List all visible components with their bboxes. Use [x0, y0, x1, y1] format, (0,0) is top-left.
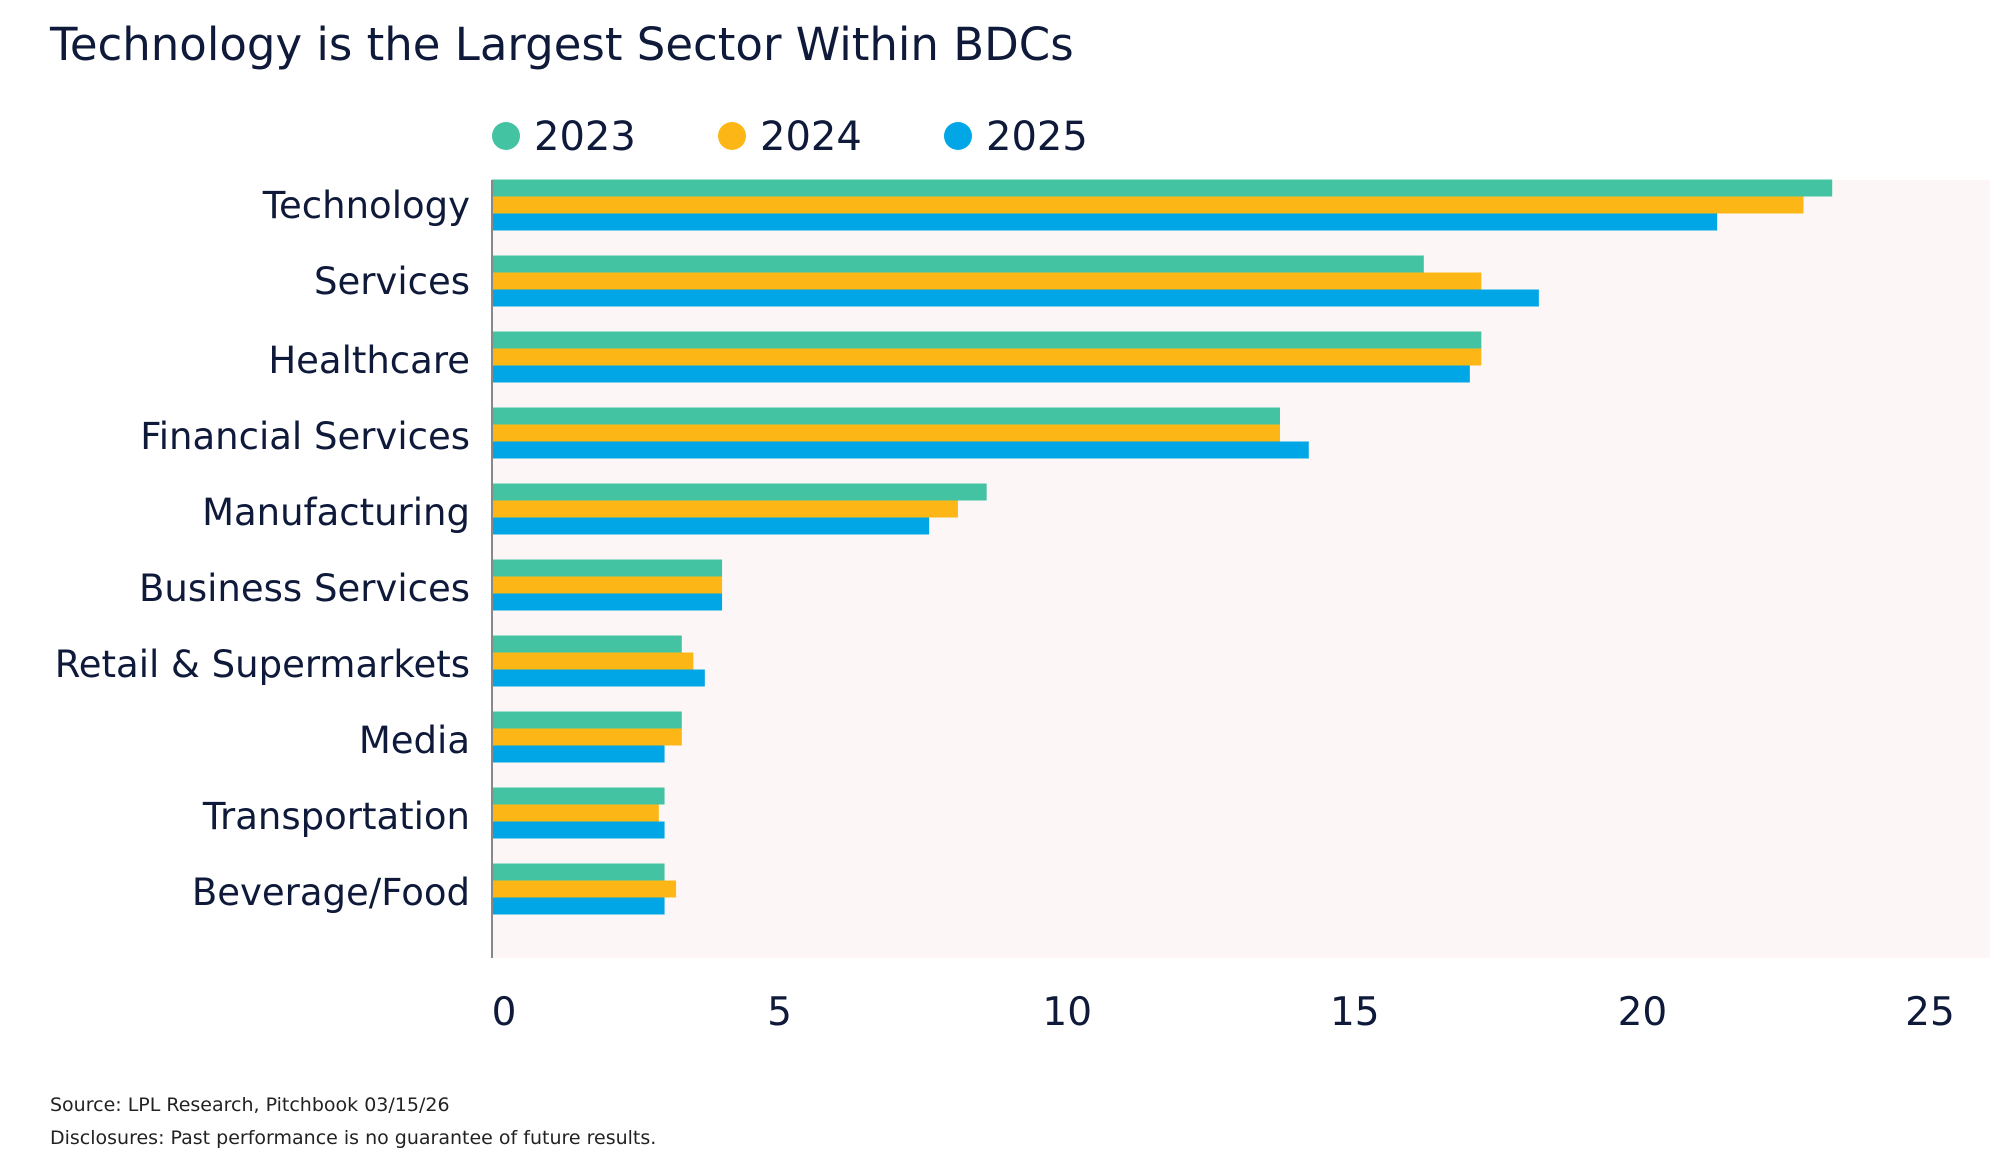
plot-area	[492, 180, 1990, 958]
bar-services-2025	[492, 289, 1539, 307]
bar-manufacturing-2023	[492, 483, 987, 501]
bar-manufacturing-2024	[492, 500, 958, 518]
category-label: Financial Services	[140, 415, 470, 458]
category-label: Beverage/Food	[192, 871, 470, 914]
legend: 2023 2024 2025	[492, 114, 1088, 160]
bar-media-2023	[492, 711, 682, 729]
bar-retail-supermarkets-2025	[492, 669, 705, 687]
category-labels: Technology Services Healthcare Financial Se…	[55, 184, 470, 914]
x-tick-label: 20	[1618, 990, 1668, 1035]
bar-transportation-2023	[492, 787, 665, 805]
x-tick-label: 0	[492, 990, 517, 1035]
bar-beverage-food-2025	[492, 897, 665, 915]
legend-marker-2024	[718, 122, 746, 150]
x-tick-label: 10	[1042, 990, 1092, 1035]
bar-healthcare-2024	[492, 348, 1482, 366]
bar-financial-services-2025	[492, 441, 1309, 459]
bar-services-2024	[492, 272, 1482, 290]
bar-media-2024	[492, 728, 682, 746]
legend-item-2024: 2024	[718, 114, 862, 160]
category-label: Business Services	[139, 567, 470, 610]
bar-manufacturing-2025	[492, 517, 930, 535]
bar-financial-services-2024	[492, 424, 1281, 442]
legend-item-2025: 2025	[944, 114, 1088, 160]
legend-label-2023: 2023	[534, 114, 636, 160]
x-tick-label: 15	[1330, 990, 1380, 1035]
plot-background	[492, 180, 1990, 958]
legend-label-2025: 2025	[986, 114, 1088, 160]
bar-technology-2023	[492, 179, 1833, 197]
bar-services-2023	[492, 255, 1424, 273]
bar-transportation-2025	[492, 821, 665, 839]
x-tick-label: 25	[1905, 990, 1955, 1035]
category-label: Technology	[262, 184, 470, 227]
category-label: Healthcare	[268, 339, 470, 382]
bar-technology-2024	[492, 196, 1804, 214]
category-label: Retail & Supermarkets	[55, 643, 470, 686]
bar-media-2025	[492, 745, 665, 763]
bar-healthcare-2025	[492, 365, 1470, 383]
legend-item-2023: 2023	[492, 114, 636, 160]
bar-retail-supermarkets-2024	[492, 652, 694, 670]
x-tick-label: 5	[767, 990, 792, 1035]
bar-chart: 2023 2024 2025 TechnologyServicesHealthcar…	[54, 114, 1990, 1035]
disclosure-note: Disclosures: Past performance is no guar…	[50, 1127, 657, 1149]
bar-beverage-food-2023	[492, 863, 665, 881]
bar-business-services-2025	[492, 593, 723, 611]
bar-business-services-2024	[492, 576, 723, 594]
bar-technology-2025	[492, 213, 1718, 231]
chart-title: Technology is the Largest Sector Within …	[50, 18, 1074, 71]
bar-business-services-2023	[492, 559, 723, 577]
x-tick-labels: 0 5 10 15 20 25	[492, 990, 1955, 1035]
category-label: Manufacturing	[202, 491, 470, 534]
category-label: Services	[314, 260, 470, 303]
bar-retail-supermarkets-2023	[492, 635, 682, 653]
bar-transportation-2024	[492, 804, 659, 822]
legend-label-2024: 2024	[760, 114, 862, 160]
legend-marker-2025	[944, 122, 972, 150]
bar-financial-services-2023	[492, 407, 1281, 425]
bar-beverage-food-2024	[492, 880, 677, 898]
category-label: Media	[359, 719, 470, 762]
bars	[492, 179, 1833, 915]
bar-healthcare-2023	[492, 331, 1482, 349]
source-note: Source: LPL Research, Pitchbook 03/15/26	[50, 1094, 450, 1116]
category-label: Transportation	[202, 795, 470, 838]
legend-marker-2023	[492, 122, 520, 150]
